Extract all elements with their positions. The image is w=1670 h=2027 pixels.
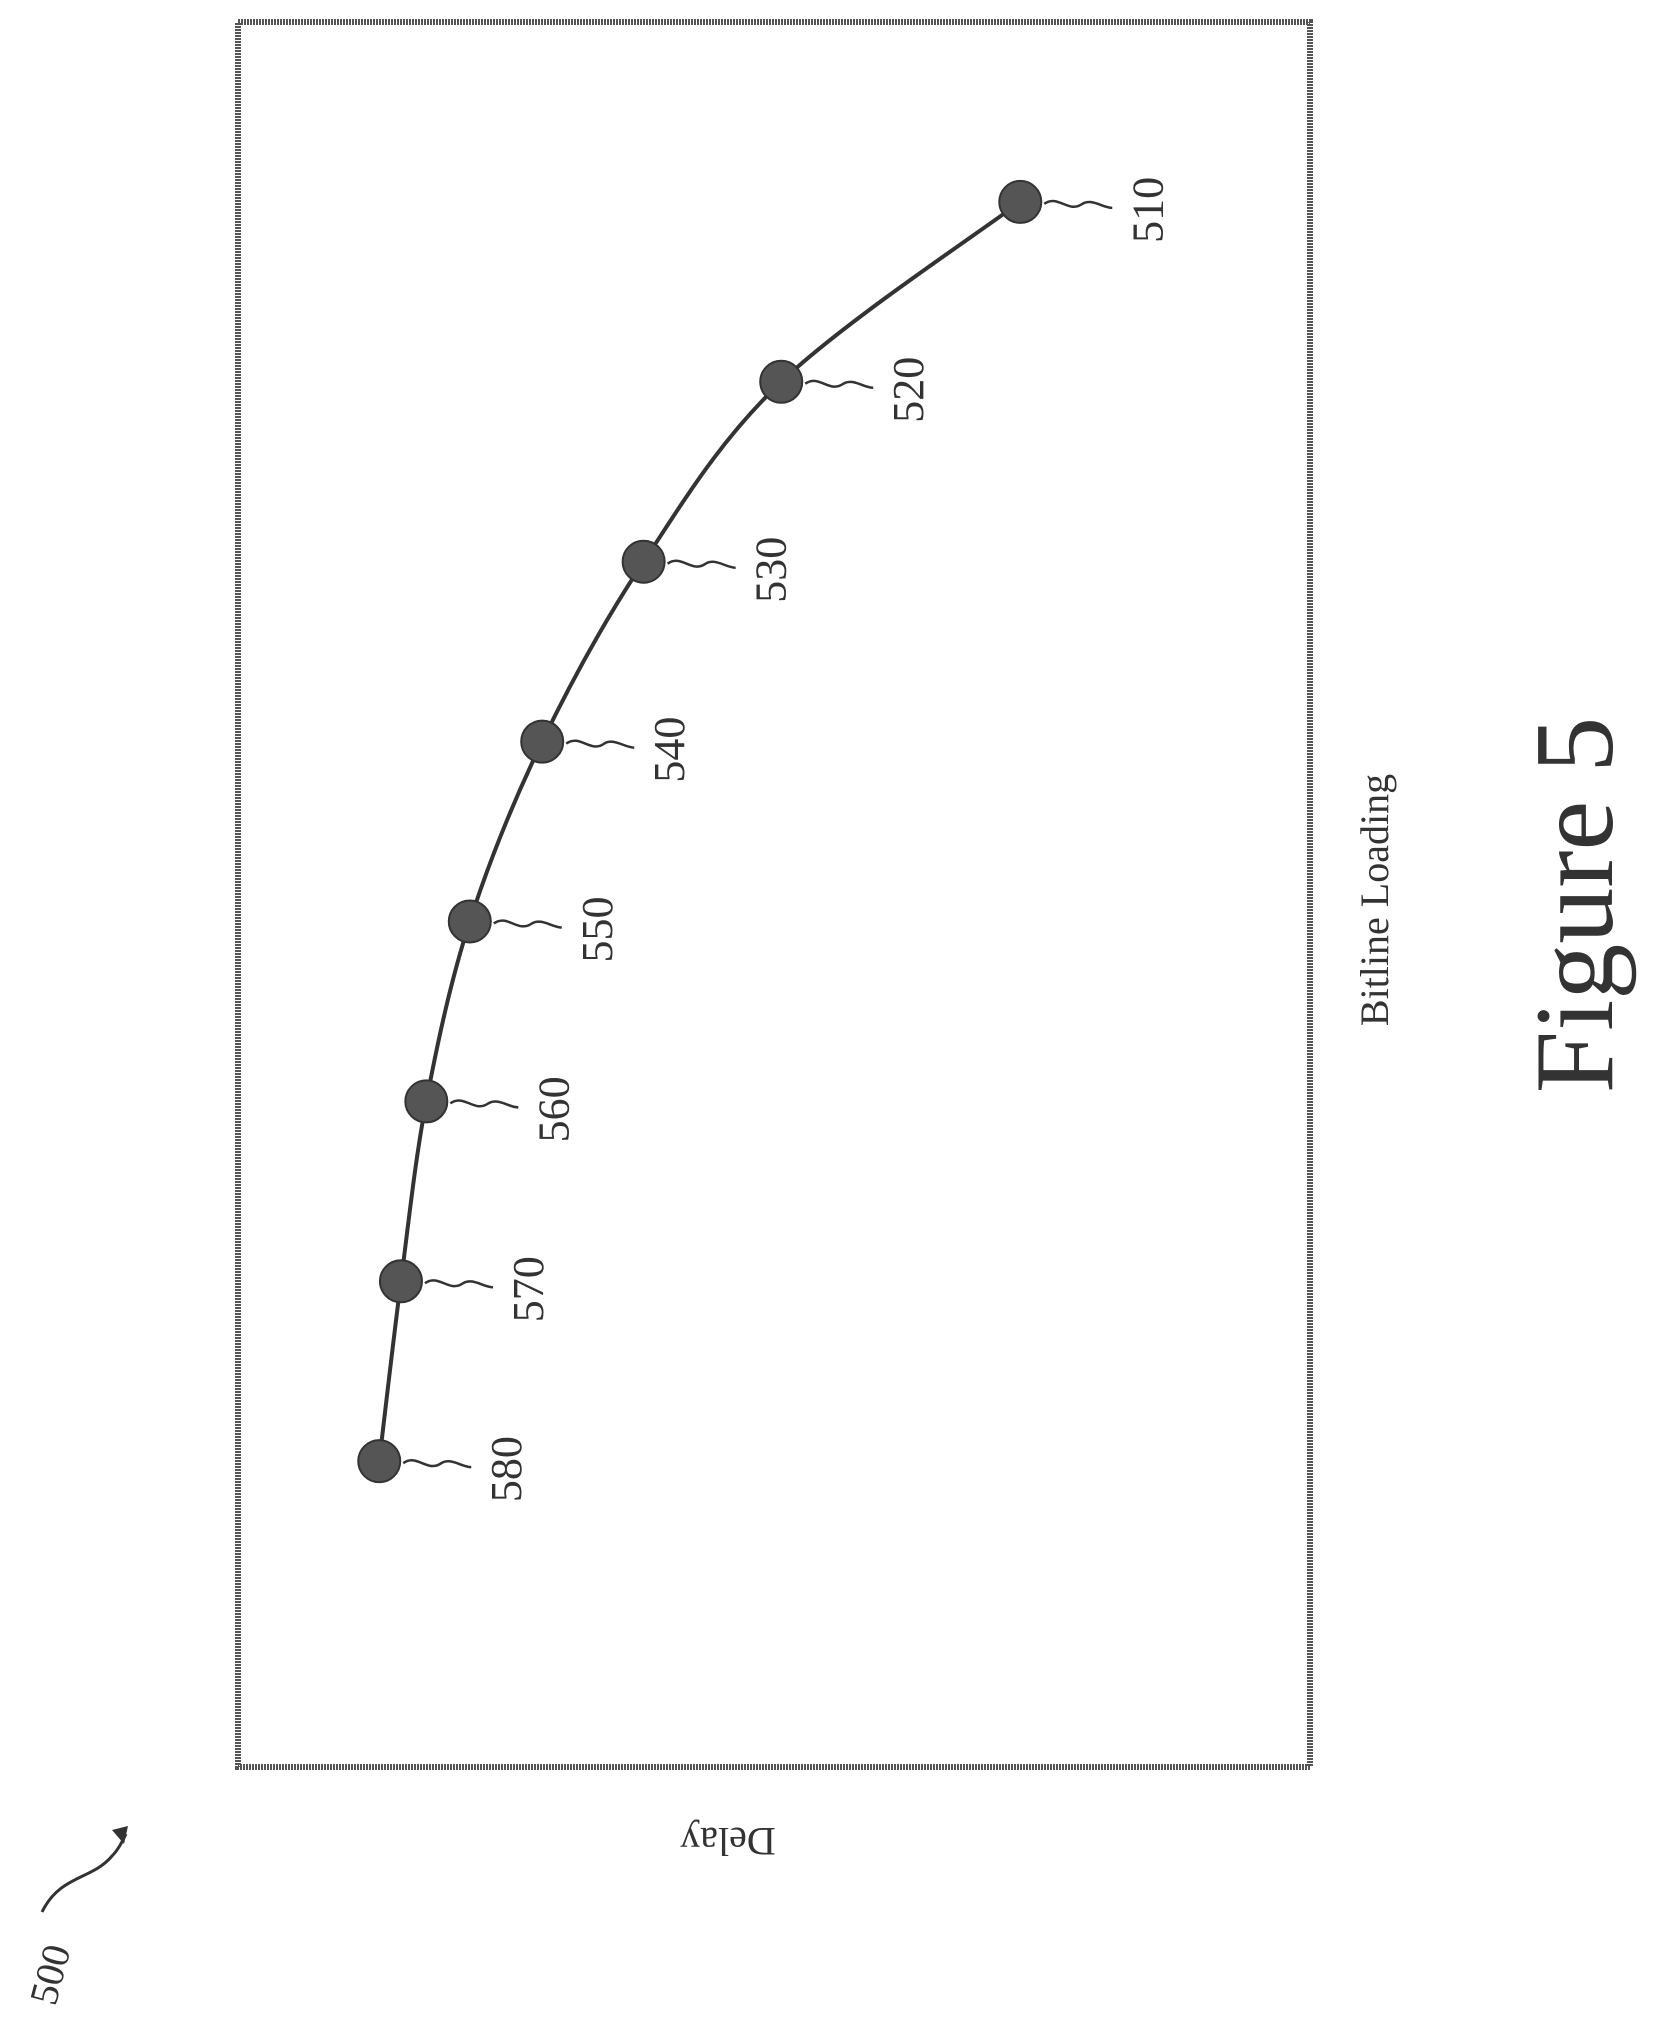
point-leader-510 xyxy=(1043,199,1113,210)
point-leader-530 xyxy=(666,559,736,569)
point-leader-570 xyxy=(424,1279,494,1289)
x-axis-label: Bitline Loading xyxy=(1352,774,1397,1026)
point-leader-580 xyxy=(402,1459,472,1469)
data-point-550 xyxy=(447,899,492,944)
reference-arrow xyxy=(40,1833,128,1913)
data-label-510: 510 xyxy=(1123,177,1172,243)
data-label-540: 540 xyxy=(645,717,694,783)
data-label-580: 580 xyxy=(482,1436,531,1502)
plot-frame xyxy=(235,19,1313,1770)
data-point-520 xyxy=(759,359,804,404)
data-point-580 xyxy=(357,1439,402,1484)
data-point-510 xyxy=(998,179,1043,224)
figure-caption: Figure 5 xyxy=(1513,717,1637,1093)
data-label-570: 570 xyxy=(504,1256,553,1322)
data-label-520: 520 xyxy=(884,357,933,423)
point-leader-540 xyxy=(565,739,635,749)
figure-reference-label: 500 xyxy=(20,1940,79,2010)
data-label-550: 550 xyxy=(573,896,622,962)
point-leader-520 xyxy=(804,379,874,390)
data-layer: 510 520 530 540 550 560 570 580 xyxy=(357,177,1172,1502)
data-point-570 xyxy=(378,1259,423,1304)
data-point-530 xyxy=(621,539,666,584)
y-axis-label: Delay xyxy=(680,1819,776,1864)
data-label-560: 560 xyxy=(529,1076,578,1142)
reference-arrowhead xyxy=(112,1826,128,1844)
data-point-540 xyxy=(520,719,565,764)
data-label-530: 530 xyxy=(747,537,796,603)
data-point-560 xyxy=(404,1079,449,1124)
point-leader-550 xyxy=(493,919,562,929)
point-leader-560 xyxy=(449,1099,519,1109)
